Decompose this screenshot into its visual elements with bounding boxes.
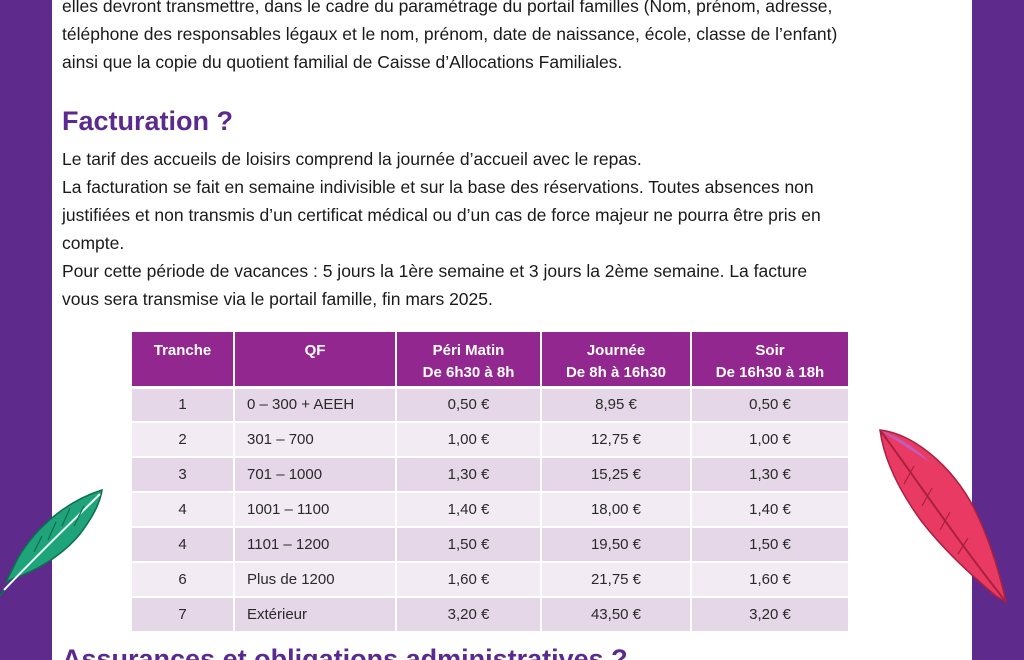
cell-journee: 15,25 €: [541, 457, 692, 493]
cell-tranche: 7: [132, 597, 235, 633]
cell-soir: 1,50 €: [691, 527, 848, 563]
cell-journee: 18,00 €: [541, 492, 692, 528]
intro-line: ainsi que la copie du quotient familial …: [62, 52, 623, 72]
insurance-heading: Assurances et obligations administrative…: [62, 644, 628, 660]
intro-line: téléphone des responsables légaux et le …: [62, 24, 838, 44]
cell-tranche: 3: [132, 457, 235, 493]
rates-table-wrapper: Tranche QF Péri Matin De 6h30 à 8h Journ…: [132, 332, 848, 633]
header-peri-matin: Péri Matin De 6h30 à 8h: [396, 332, 542, 389]
cell-soir: 3,20 €: [691, 597, 848, 633]
header-line2: De 16h30 à 18h: [715, 364, 825, 381]
cell-qf: 0 – 300 + AEEH: [234, 387, 397, 423]
cell-peri-matin: 1,00 €: [396, 422, 542, 458]
billing-heading: Facturation ?: [62, 106, 234, 136]
intro-line: elles devront transmettre, dans le cadre…: [62, 0, 833, 16]
cell-journee: 43,50 €: [541, 597, 692, 633]
cell-journee: 19,50 €: [541, 527, 692, 563]
cell-peri-matin: 3,20 €: [396, 597, 542, 633]
billing-line: compte.: [62, 233, 125, 253]
pink-feather-icon: [879, 429, 1008, 604]
cell-journee: 12,75 €: [541, 422, 692, 458]
cell-peri-matin: 1,50 €: [396, 527, 542, 563]
billing-line: justifiées et non transmis d’un certific…: [62, 205, 821, 225]
cell-soir: 0,50 €: [691, 387, 848, 423]
cell-peri-matin: 1,40 €: [396, 492, 542, 528]
table-row: 7 Extérieur 3,20 € 43,50 € 3,20 €: [132, 597, 848, 633]
cell-qf: 1001 – 1100: [234, 492, 397, 528]
cell-peri-matin: 0,50 €: [396, 387, 542, 423]
table-row: 2 301 – 700 1,00 € 12,75 € 1,00 €: [132, 422, 848, 458]
table-row: 4 1101 – 1200 1,50 € 19,50 € 1,50 €: [132, 527, 848, 563]
cell-qf: Extérieur: [234, 597, 397, 633]
header-line1: QF: [304, 342, 326, 359]
billing-line: La facturation se fait en semaine indivi…: [62, 177, 814, 197]
cell-tranche: 2: [132, 422, 235, 458]
table-row: 1 0 – 300 + AEEH 0,50 € 8,95 € 0,50 €: [132, 387, 848, 423]
table-row: 4 1001 – 1100 1,40 € 18,00 € 1,40 €: [132, 492, 848, 528]
cell-tranche: 4: [132, 527, 235, 563]
cell-qf: 301 – 700: [234, 422, 397, 458]
header-line1: Journée: [586, 342, 646, 359]
cell-qf: 701 – 1000: [234, 457, 397, 493]
green-feather-icon: [0, 488, 103, 596]
billing-paragraph: Le tarif des accueils de loisirs compren…: [62, 145, 954, 313]
cell-journee: 21,75 €: [541, 562, 692, 598]
header-tranche: Tranche: [132, 332, 235, 389]
header-line1: Péri Matin: [432, 342, 505, 359]
header-qf: QF: [234, 332, 397, 389]
billing-line: Le tarif des accueils de loisirs compren…: [62, 149, 642, 169]
cell-tranche: 4: [132, 492, 235, 528]
cell-peri-matin: 1,60 €: [396, 562, 542, 598]
header-soir: Soir De 16h30 à 18h: [691, 332, 848, 389]
cell-peri-matin: 1,30 €: [396, 457, 542, 493]
intro-paragraph: elles devront transmettre, dans le cadre…: [62, 0, 954, 76]
cell-soir: 1,00 €: [691, 422, 848, 458]
header-journee: Journée De 8h à 16h30: [541, 332, 692, 389]
table-header-row: Tranche QF Péri Matin De 6h30 à 8h Journ…: [132, 332, 848, 389]
cell-tranche: 1: [132, 387, 235, 423]
table-row: 3 701 – 1000 1,30 € 15,25 € 1,30 €: [132, 457, 848, 493]
cell-soir: 1,30 €: [691, 457, 848, 493]
cell-qf: Plus de 1200: [234, 562, 397, 598]
rates-table: Tranche QF Péri Matin De 6h30 à 8h Journ…: [132, 332, 848, 633]
cell-soir: 1,60 €: [691, 562, 848, 598]
header-line1: Tranche: [153, 342, 212, 359]
header-line1: Soir: [755, 342, 785, 359]
cell-qf: 1101 – 1200: [234, 527, 397, 563]
header-line2: De 8h à 16h30: [565, 364, 667, 381]
table-row: 6 Plus de 1200 1,60 € 21,75 € 1,60 €: [132, 562, 848, 598]
cell-journee: 8,95 €: [541, 387, 692, 423]
header-line2: De 6h30 à 8h: [422, 364, 515, 381]
billing-line: Pour cette période de vacances : 5 jours…: [62, 261, 808, 281]
document-page: elles devront transmettre, dans le cadre…: [52, 0, 972, 660]
billing-line: vous sera transmise via le portail famil…: [62, 289, 493, 309]
cell-tranche: 6: [132, 562, 235, 598]
cell-soir: 1,40 €: [691, 492, 848, 528]
